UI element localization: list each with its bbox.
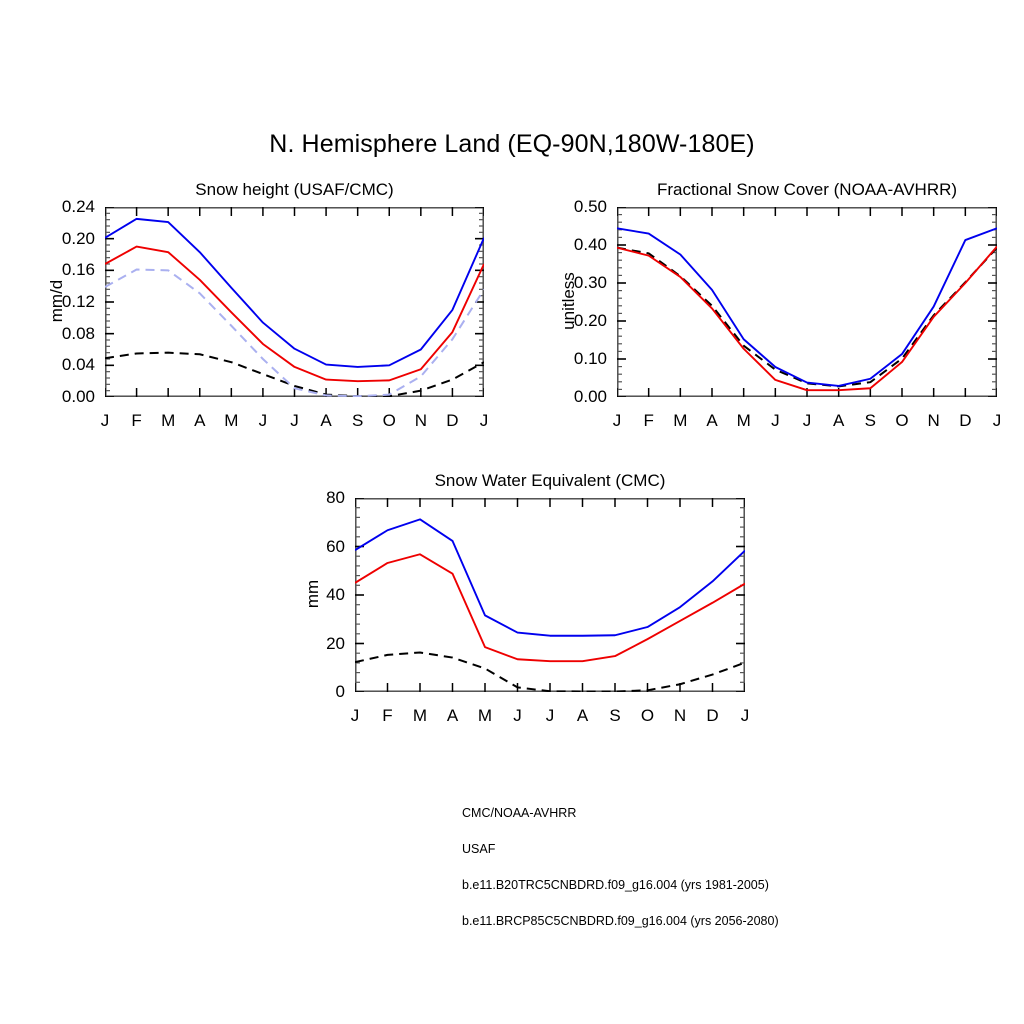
x-tick-label: J (771, 411, 780, 430)
panel-snow-height: Snow height (USAF/CMC) mm/d 0.00 0.04 0.08… (47, 180, 488, 430)
x-tick-label: S (609, 706, 621, 725)
series-line-2 (104, 217, 485, 368)
y-tick-label: 0.30 (573, 273, 607, 292)
plot-area-snow-height (104, 206, 485, 402)
x-tick-label: J (258, 411, 268, 430)
legend-b20trc: b.e11.B20TRC5CNBDRD.f09_g16.004 (yrs 198… (240, 874, 800, 896)
x-tick-label: O (640, 706, 655, 725)
panel-title-fractional-snow-cover: Fractional Snow Cover (NOAA-AVHRR) (656, 180, 958, 199)
x-tick-label: A (832, 411, 845, 430)
y-axis-label-fractional-snow-cover: unitless (559, 272, 578, 330)
x-tick-label: J (545, 706, 555, 725)
x-tick-label: F (382, 706, 393, 725)
series-line-3 (616, 245, 998, 392)
figure-legend: CMC/NOAA-AVHRR USAF b.e11.B20TRC5CNBDRD.f0… (240, 802, 800, 928)
series-line-0 (616, 246, 998, 388)
y-tick-label: 20 (326, 633, 345, 653)
x-tick-label: J (479, 411, 489, 430)
x-tick-label: N (927, 411, 940, 430)
plot-svg-fractional-snow-cover (616, 206, 998, 398)
series-line-0 (104, 351, 485, 398)
y-tick-label: 0.12 (61, 292, 95, 311)
x-tick-label: J (100, 411, 110, 430)
x-tick-label: S (351, 411, 364, 430)
plot-frame (354, 497, 746, 693)
x-tick-label: N (673, 706, 687, 725)
x-tick-label: M (161, 411, 176, 430)
series-line-0 (354, 651, 746, 693)
x-tick-label: F (643, 411, 654, 430)
plot-frame (616, 206, 998, 398)
x-tick-label: M (412, 706, 428, 725)
y-tick-label: 0.16 (61, 260, 95, 280)
y-tick-label: 0 (335, 682, 345, 701)
panel-title-snow-water-equivalent: Snow Water Equivalent (CMC) (434, 471, 666, 490)
x-tick-label: M (736, 411, 751, 430)
panel-fractional-snow-cover: Fractional Snow Cover (NOAA-AVHRR) unitl… (559, 180, 1001, 430)
x-tick-label: A (706, 411, 718, 430)
x-tick-label: J (350, 706, 360, 725)
x-tick-label: J (290, 411, 299, 430)
x-tick-label: J (802, 411, 812, 430)
y-tick-label: 0.24 (61, 197, 95, 216)
y-tick-label: 0.10 (573, 349, 607, 368)
legend-label: USAF (462, 842, 496, 856)
legend-label: CMC/NOAA-AVHRR (462, 806, 577, 820)
y-tick-label: 0.40 (573, 235, 607, 254)
x-tick-label: S (864, 411, 876, 430)
x-tick-label: M (224, 411, 239, 430)
y-tick-label: 0.08 (61, 323, 95, 343)
y-tick-label: 0.04 (61, 355, 95, 375)
series-line-3 (104, 245, 485, 383)
x-tick-label: M (673, 411, 688, 430)
y-tick-label: 0.20 (573, 311, 607, 330)
x-tick-label: A (320, 411, 332, 430)
x-tick-label: F (131, 411, 142, 430)
x-tick-label: J (992, 411, 1002, 430)
legend-usaf: USAF (240, 838, 800, 860)
y-tick-label: 0.20 (61, 228, 95, 248)
legend-label: b.e11.BRCP85C5CNBDRD.f09_g16.004 (yrs 20… (462, 914, 779, 928)
x-tick-label: O (895, 411, 909, 430)
x-tick-label: D (706, 706, 719, 725)
x-tick-label: J (513, 706, 522, 725)
legend-cmc-noaa-avhrr: CMC/NOAA-AVHRR (240, 802, 800, 824)
legend-label: b.e11.B20TRC5CNBDRD.f09_g16.004 (yrs 198… (462, 878, 769, 892)
y-tick-label: 40 (326, 585, 345, 604)
x-tick-label: O (382, 411, 396, 430)
x-tick-label: J (740, 706, 750, 725)
series-line-1 (354, 518, 746, 637)
series-line-1 (104, 268, 485, 398)
x-tick-label: A (446, 706, 459, 725)
x-tick-label: A (576, 706, 589, 725)
y-tick-label: 80 (326, 488, 345, 507)
x-tick-label: M (477, 706, 493, 725)
y-tick-label: 0.00 (573, 387, 607, 406)
plot-frame (104, 206, 485, 398)
plot-svg-snow-water-equivalent (354, 497, 746, 693)
figure-main-title: N. Hemisphere Land (EQ-90N,180W-180E) (269, 130, 755, 158)
x-tick-label: A (194, 411, 206, 430)
x-tick-label: D (446, 411, 459, 430)
plot-area-snow-water-equivalent (354, 497, 746, 697)
plot-svg-snow-height (104, 206, 485, 398)
legend-brcp85: b.e11.BRCP85C5CNBDRD.f09_g16.004 (yrs 20… (240, 910, 800, 932)
panel-snow-water-equivalent: Snow Water Equivalent (CMC) mm 0 20 40 60 80… (303, 471, 749, 725)
x-tick-label: J (612, 411, 622, 430)
plot-area-fractional-snow-cover (616, 206, 998, 402)
y-tick-label: 60 (326, 536, 345, 556)
y-tick-label: 0.50 (573, 197, 607, 216)
x-tick-label: D (959, 411, 972, 430)
y-tick-label: 0.00 (61, 387, 95, 406)
panel-title-snow-height: Snow height (USAF/CMC) (195, 180, 394, 199)
series-line-2 (354, 553, 746, 663)
x-tick-label: N (414, 411, 427, 430)
series-line-2 (616, 227, 998, 387)
